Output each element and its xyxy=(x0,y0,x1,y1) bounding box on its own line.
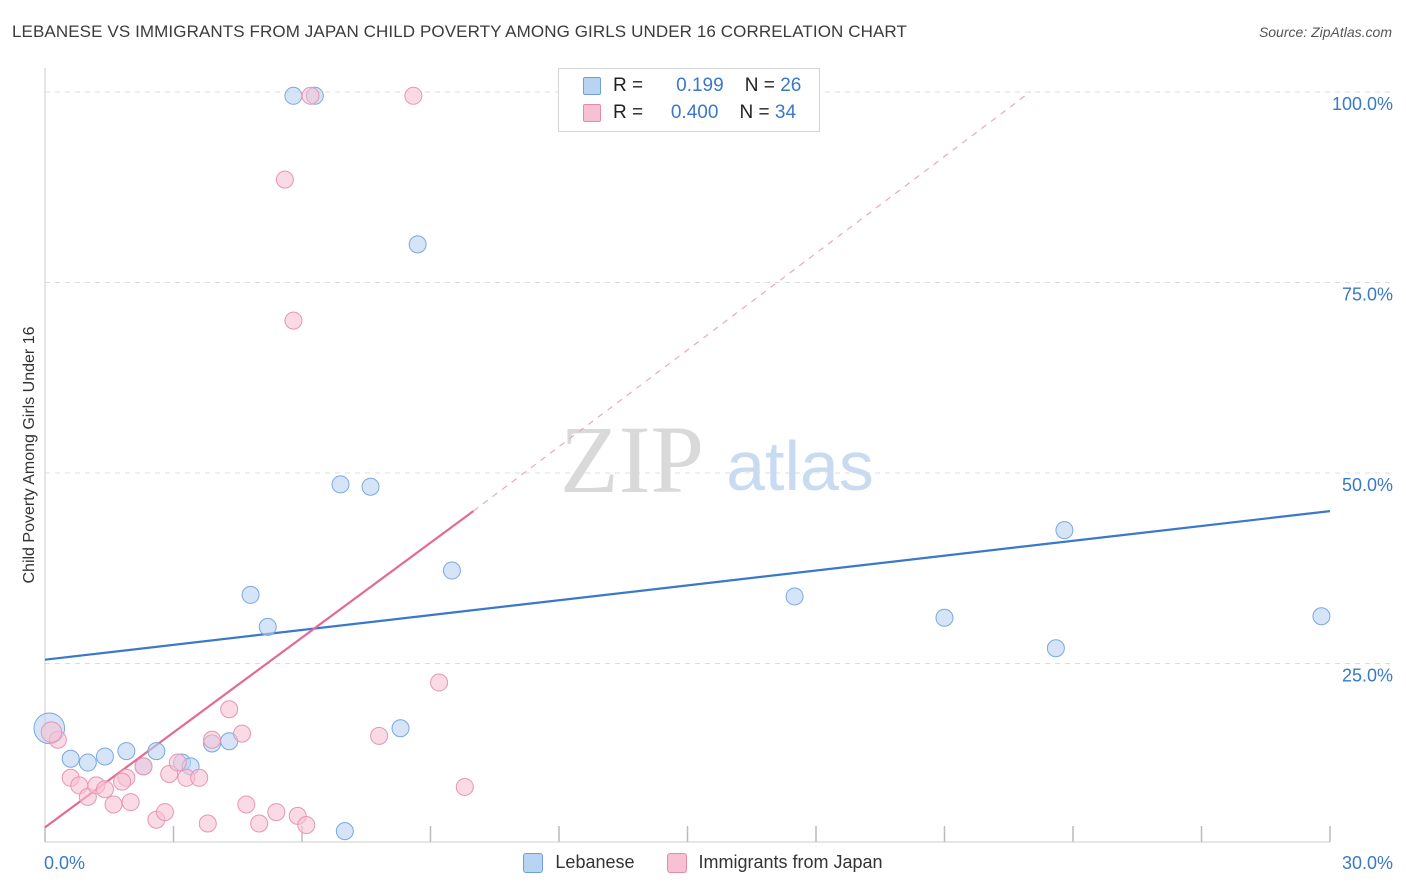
point-blue xyxy=(147,742,166,761)
point-blue xyxy=(331,475,350,494)
point-pink xyxy=(190,768,209,787)
data-points xyxy=(33,86,1331,841)
point-pink xyxy=(40,721,63,743)
point-blue xyxy=(361,477,380,496)
point-pink xyxy=(267,803,286,822)
point-blue xyxy=(1046,639,1065,658)
point-blue xyxy=(61,749,80,768)
point-blue xyxy=(408,235,427,254)
tick-labels: 25.0% 50.0% 75.0% 100.0% 0.0% 30.0% xyxy=(44,94,1393,873)
legend-n-label: N = xyxy=(739,102,770,123)
legend-r-label: R = xyxy=(613,102,644,123)
series-legend: Lebanese Immigrants from Japan xyxy=(0,852,1406,873)
point-pink xyxy=(203,730,222,749)
point-pink xyxy=(430,673,449,692)
legend-label-lebanese: Lebanese xyxy=(555,852,635,872)
point-pink xyxy=(155,803,174,822)
y-tick-label: 100.0% xyxy=(1332,94,1393,114)
point-pink xyxy=(168,753,187,772)
point-blue xyxy=(1055,521,1074,540)
point-pink xyxy=(370,726,389,745)
point-blue xyxy=(117,742,136,761)
point-pink xyxy=(455,777,474,796)
point-pink xyxy=(237,795,256,814)
legend-swatch-blue xyxy=(583,77,601,95)
legend-swatch-blue xyxy=(523,852,544,873)
correlation-legend: R = 0.199 N = 26 R = 0.400 N = 34 xyxy=(558,68,820,132)
chart-title: LEBANESE VS IMMIGRANTS FROM JAPAN CHILD … xyxy=(12,22,907,41)
trend-lines xyxy=(44,91,1331,829)
point-pink xyxy=(134,757,153,776)
point-pink xyxy=(250,814,269,833)
source-label: Source: ZipAtlas.com xyxy=(1258,24,1392,40)
point-blue xyxy=(78,753,97,772)
y-tick-label: 50.0% xyxy=(1342,475,1393,495)
legend-row-japan: R = 0.400 N = 34 xyxy=(583,102,796,124)
point-blue xyxy=(241,585,260,604)
point-blue xyxy=(95,747,114,766)
legend-swatch-pink xyxy=(666,852,687,873)
point-pink xyxy=(220,700,239,719)
point-blue xyxy=(442,561,461,580)
point-blue xyxy=(284,86,303,105)
legend-r-value: 0.199 xyxy=(676,75,724,96)
legend-n-label: N = xyxy=(744,75,775,96)
legend-item-lebanese: Lebanese xyxy=(523,852,635,873)
trend-extension-pink xyxy=(472,91,1031,512)
point-pink xyxy=(404,86,423,105)
legend-n-value: 34 xyxy=(774,102,797,123)
watermark: ZIP atlas xyxy=(560,406,874,513)
legend-swatch-pink xyxy=(583,104,601,122)
point-pink xyxy=(275,170,294,189)
y-tick-label: 25.0% xyxy=(1342,666,1393,686)
point-blue xyxy=(935,608,954,627)
axes xyxy=(44,68,1331,843)
legend-r-label: R = xyxy=(613,75,644,96)
point-pink xyxy=(301,86,320,105)
point-pink xyxy=(198,814,217,833)
point-pink xyxy=(104,795,123,814)
gridlines xyxy=(45,91,1395,664)
point-blue xyxy=(785,587,804,606)
point-pink xyxy=(95,780,114,799)
point-blue xyxy=(391,719,410,738)
point-pink xyxy=(121,793,140,812)
legend-n-value: 26 xyxy=(780,75,802,96)
watermark-atlas: atlas xyxy=(726,427,874,505)
legend-label-japan: Immigrants from Japan xyxy=(698,852,883,872)
x-tick-label-max: 30.0% xyxy=(1342,853,1393,873)
trend-line-blue xyxy=(44,510,1331,661)
watermark-zip: ZIP xyxy=(560,406,704,513)
point-pink xyxy=(284,311,303,330)
legend-row-lebanese: R = 0.199 N = 26 xyxy=(583,75,801,97)
y-tick-label: 75.0% xyxy=(1342,285,1393,305)
point-blue xyxy=(1312,607,1331,626)
legend-item-japan: Immigrants from Japan xyxy=(666,852,883,873)
point-pink xyxy=(297,816,316,835)
trend-line-pink xyxy=(44,510,474,829)
point-blue xyxy=(258,617,277,636)
point-pink xyxy=(233,724,252,743)
x-tick-label-min: 0.0% xyxy=(44,853,85,873)
point-pink xyxy=(113,772,132,791)
point-blue xyxy=(335,822,354,841)
legend-r-value: 0.400 xyxy=(670,102,719,123)
